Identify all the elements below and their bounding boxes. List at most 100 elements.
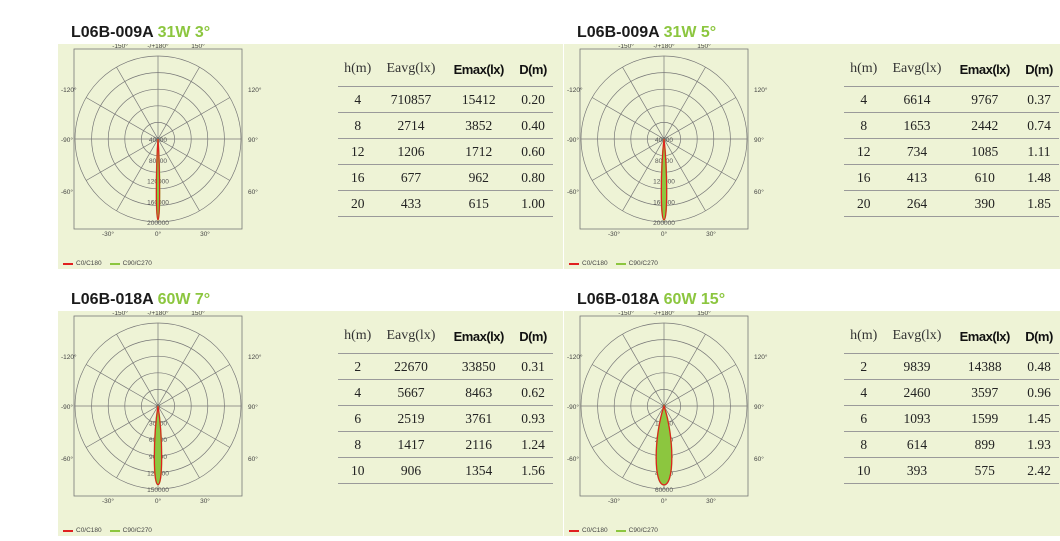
angle-label: -120° <box>567 86 583 94</box>
cell-emax: 899 <box>950 431 1019 458</box>
angle-label: -60° <box>567 455 579 463</box>
cell-eavg: 393 <box>883 457 951 484</box>
table-row: 8 1417 2116 1.24 <box>338 431 553 458</box>
table-header-row: h(m) Eavg(lx) Emax(lx) D(m) <box>844 319 1059 354</box>
angle-label: 120° <box>248 86 262 94</box>
power-beam-spec: 60W 15° <box>663 291 726 308</box>
cell-height: 8 <box>338 112 378 139</box>
angle-label: 120° <box>754 353 768 361</box>
cell-emax: 390 <box>950 190 1019 217</box>
cell-height: 4 <box>338 86 378 113</box>
angle-label: -30° <box>102 230 114 238</box>
angle-label: 120° <box>754 86 768 94</box>
cell-diameter: 1.45 <box>1019 405 1059 432</box>
table-header-row: h(m) Eavg(lx) Emax(lx) D(m) <box>338 319 553 354</box>
angle-label: 150° <box>697 44 711 50</box>
angle-label: -/+180° <box>147 44 169 50</box>
header-height: h(m) <box>844 52 884 87</box>
cell-height: 8 <box>338 431 378 458</box>
legend-item-c90: C90/C270 <box>109 527 152 534</box>
plot-frame <box>73 315 243 497</box>
cell-height: 4 <box>338 379 378 406</box>
table-row: 6 2519 3761 0.93 <box>338 405 553 432</box>
cell-eavg: 2460 <box>883 379 951 406</box>
angle-label: 30° <box>200 230 210 238</box>
angle-label: -120° <box>61 353 77 361</box>
cell-diameter: 1.93 <box>1019 431 1059 458</box>
legend-label: C90/C270 <box>122 260 152 267</box>
table-row: 8 2714 3852 0.40 <box>338 112 553 139</box>
cell-eavg: 614 <box>883 431 951 458</box>
cell-diameter: 1.85 <box>1019 190 1059 217</box>
angle-label: 0° <box>155 497 162 505</box>
table-row: 10 906 1354 1.56 <box>338 457 553 484</box>
legend-label: C90/C270 <box>628 260 658 267</box>
legend-swatch-green <box>615 262 626 265</box>
cell-eavg: 5667 <box>377 379 445 406</box>
legend-label: C0/C180 <box>76 260 102 267</box>
legend-swatch-red <box>63 262 73 265</box>
header-eavg: Eavg(lx) <box>883 52 951 87</box>
angle-label: 30° <box>200 497 210 505</box>
photometric-table: h(m) Eavg(lx) Emax(lx) D(m) 2 9839 14388 0.… <box>844 319 1059 484</box>
legend-swatch-green <box>109 529 120 532</box>
cell-height: 12 <box>338 138 378 165</box>
cell-emax: 3852 <box>444 112 513 139</box>
cell-height: 20 <box>338 190 378 217</box>
header-emax: Emax(lx) <box>950 319 1019 354</box>
cell-eavg: 9839 <box>883 353 951 380</box>
cell-diameter: 0.37 <box>1019 86 1059 113</box>
legend-label: C0/C180 <box>582 260 608 267</box>
cell-height: 6 <box>338 405 378 432</box>
cell-eavg: 1093 <box>883 405 951 432</box>
ring-label: 60000 <box>655 487 673 494</box>
cell-eavg: 413 <box>883 164 951 191</box>
cell-eavg: 2714 <box>377 112 445 139</box>
cell-emax: 610 <box>950 164 1019 191</box>
cell-diameter: 1.56 <box>513 457 553 484</box>
legend-item-c0: C0/C180 <box>63 260 102 267</box>
model-name: L06B-018A <box>577 291 660 308</box>
header-height: h(m) <box>338 52 378 87</box>
cell-diameter: 1.11 <box>1019 138 1059 165</box>
cell-eavg: 6614 <box>883 86 951 113</box>
model-name: L06B-009A <box>71 24 154 41</box>
angle-label: -150° <box>112 311 128 317</box>
angle-label: -90° <box>567 136 579 144</box>
panel-title: L06B-018A 60W 7° <box>71 290 210 310</box>
legend-item-c0: C0/C180 <box>569 527 608 534</box>
panel-title: L06B-018A 60W 15° <box>577 290 725 310</box>
angle-label: -120° <box>567 353 583 361</box>
angle-label: -60° <box>567 188 579 196</box>
beam-curve-c0-c180 <box>660 138 668 221</box>
beam-curve-c90-c270 <box>655 403 673 486</box>
ring-label: 200000 <box>653 220 675 227</box>
angle-label: 0° <box>155 230 162 238</box>
cell-eavg: 1417 <box>377 431 445 458</box>
angle-label: -30° <box>608 230 620 238</box>
legend-swatch-green <box>615 529 626 532</box>
photometric-table: h(m) Eavg(lx) Emax(lx) D(m) 2 22670 33850 0… <box>338 319 553 484</box>
cell-emax: 3761 <box>444 405 513 432</box>
angle-label: 30° <box>706 497 716 505</box>
photometric-table: h(m) Eavg(lx) Emax(lx) D(m) 4 6614 9767 0.3… <box>844 52 1059 217</box>
table-row: 2 22670 33850 0.31 <box>338 353 553 380</box>
cell-diameter: 0.93 <box>513 405 553 432</box>
polar-diagram: -150° -/+180° 150° -120° 120° -90° 90° -60° 60° -… <box>567 44 768 238</box>
plot-frame <box>579 48 749 230</box>
cell-emax: 8463 <box>444 379 513 406</box>
table-row: 10 393 575 2.42 <box>844 457 1059 484</box>
photometric-table: h(m) Eavg(lx) Emax(lx) D(m) 4 710857 15412… <box>338 52 553 217</box>
cell-diameter: 0.80 <box>513 164 553 191</box>
cell-height: 20 <box>844 190 884 217</box>
cell-height: 10 <box>338 457 378 484</box>
cell-height: 16 <box>338 164 378 191</box>
table-row: 12 734 1085 1.11 <box>844 138 1059 165</box>
cell-eavg: 906 <box>377 457 445 484</box>
ring-label: 150000 <box>147 487 169 494</box>
cell-height: 4 <box>844 86 884 113</box>
panel-background: -150° -/+180° 150° -120° 120° -90° 90° -60° 60° -… <box>58 311 563 536</box>
polar-diagram: -150° -/+180° 150° -120° 120° -90° 90° -60° 60° -… <box>61 44 262 238</box>
cell-emax: 1712 <box>444 138 513 165</box>
cell-diameter: 0.20 <box>513 86 553 113</box>
